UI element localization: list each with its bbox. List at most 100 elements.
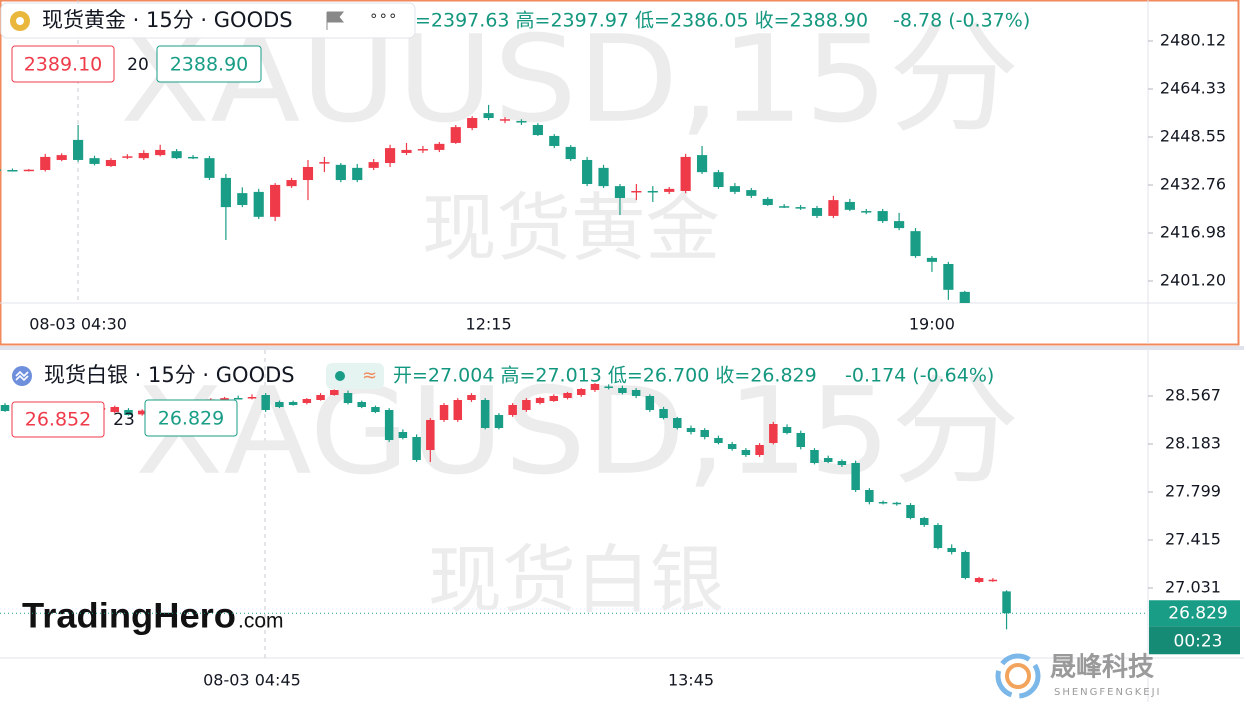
candle-body xyxy=(508,405,517,415)
candle-body xyxy=(659,409,668,418)
active-panel-border xyxy=(0,0,1240,346)
buy-price[interactable]: 26.829 xyxy=(158,408,224,430)
buy-price[interactable]: 2388.90 xyxy=(170,54,249,76)
candle-body xyxy=(810,450,819,463)
candle-body xyxy=(187,156,199,159)
candle-body xyxy=(563,393,572,398)
candle-body xyxy=(417,149,429,151)
candle-body xyxy=(384,410,394,440)
candle-body xyxy=(755,445,764,455)
candle-body xyxy=(467,395,476,400)
y-tick-label: 2432.76 xyxy=(1160,175,1226,194)
y-tick-label: 28.567 xyxy=(1165,386,1221,405)
candle-body xyxy=(253,191,264,217)
candle-body xyxy=(618,388,627,393)
candle-body xyxy=(288,402,298,405)
candle-body xyxy=(138,152,149,159)
candle-body xyxy=(844,201,855,210)
spread: 20 xyxy=(127,55,149,75)
symbol-icon xyxy=(15,370,29,382)
candle-body xyxy=(631,190,642,193)
candle-body xyxy=(335,164,346,181)
status-chip[interactable] xyxy=(326,363,384,389)
plot-area xyxy=(0,383,1011,630)
candle-body xyxy=(237,193,248,205)
candle-body xyxy=(782,427,792,433)
candle-body xyxy=(729,186,740,192)
sell-price[interactable]: 2389.10 xyxy=(24,54,103,76)
candle-body xyxy=(779,206,790,208)
candle-body xyxy=(220,177,231,208)
candle-body xyxy=(137,410,147,415)
company-latin: SHENGFENGKEJI xyxy=(1054,687,1162,698)
candle-body xyxy=(961,552,970,578)
candle-body xyxy=(582,159,593,184)
y-tick-label: 2464.33 xyxy=(1160,79,1226,98)
symbol-chip[interactable] xyxy=(0,2,416,39)
candle-body xyxy=(384,148,396,164)
candle-body xyxy=(275,402,284,407)
company-logo xyxy=(1005,663,1031,689)
spread: 23 xyxy=(113,410,135,430)
more-icon[interactable]: °°° xyxy=(370,11,399,29)
buy-box[interactable] xyxy=(144,399,238,437)
candle-body xyxy=(368,162,379,168)
candle-body xyxy=(762,198,773,205)
candle-body xyxy=(371,407,380,412)
sell-price[interactable]: 26.852 xyxy=(25,409,91,431)
candle-body xyxy=(122,156,133,158)
candle-body xyxy=(823,458,833,462)
candle-body xyxy=(56,155,67,160)
candle-body xyxy=(124,410,133,415)
candle-body xyxy=(713,172,724,188)
symbol-title[interactable]: 现货白银 · 15分 · GOODS xyxy=(44,363,295,387)
symbol-title[interactable]: 现货黄金 · 15分 · GOODS xyxy=(42,8,293,32)
candle-body xyxy=(110,407,120,412)
candle-body xyxy=(480,400,490,428)
candle-body xyxy=(664,188,675,192)
candle-body xyxy=(919,518,929,525)
candle-body xyxy=(0,405,10,411)
flag-icon[interactable] xyxy=(326,11,345,30)
countdown-label: 00:23 xyxy=(1174,631,1223,651)
buy-box[interactable] xyxy=(156,45,262,83)
candle-body xyxy=(261,395,270,410)
candle-body xyxy=(302,399,312,403)
candle-body xyxy=(516,121,527,123)
last-price-label: 26.829 xyxy=(1168,603,1227,623)
candle-body xyxy=(343,393,353,403)
candle-body xyxy=(769,424,778,443)
candle-body xyxy=(89,158,100,164)
candle-body xyxy=(522,400,531,410)
candle-body xyxy=(233,398,243,400)
candle-body xyxy=(398,432,408,438)
candle-body xyxy=(453,400,463,420)
candle-body xyxy=(319,162,330,164)
status-dot xyxy=(335,371,345,381)
candle-body xyxy=(894,221,905,229)
status-icon: ≈ xyxy=(362,365,377,386)
candle-body xyxy=(926,257,938,262)
candle-body xyxy=(746,190,757,196)
symbol-icon xyxy=(12,366,32,386)
candle-body xyxy=(811,208,823,216)
watermark: XAGUSD,15分 xyxy=(135,363,1020,502)
x-tick-label: 13:45 xyxy=(668,671,714,690)
candle-body xyxy=(302,166,314,181)
candle-body xyxy=(286,180,297,187)
candle-body xyxy=(270,184,281,217)
y-tick-label: 2416.98 xyxy=(1160,223,1226,242)
sell-box[interactable] xyxy=(11,401,105,438)
candle-body xyxy=(439,405,449,420)
candle-body xyxy=(645,396,655,410)
sell-box[interactable] xyxy=(11,45,115,83)
candle-body xyxy=(947,548,956,552)
candle-body xyxy=(878,502,888,504)
y-tick-label: 27.031 xyxy=(1165,578,1221,597)
candle-body xyxy=(467,118,478,129)
change-legend: -0.174 (-0.64%) xyxy=(845,365,994,387)
x-tick-label: 19:00 xyxy=(909,315,955,334)
candle-body xyxy=(426,420,435,450)
